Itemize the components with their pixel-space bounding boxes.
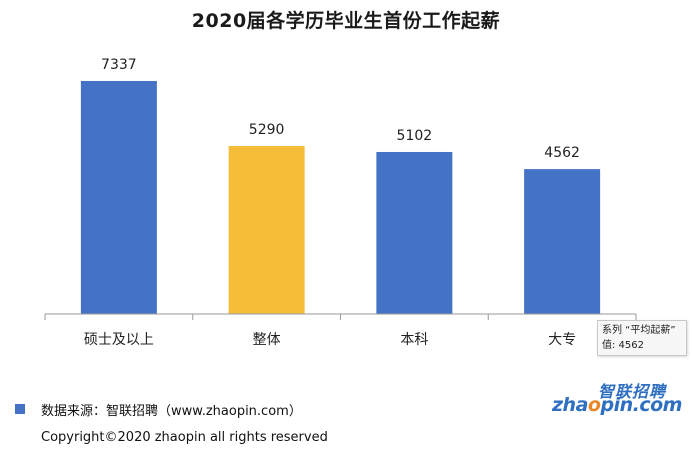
logo-cn: 智联招聘 (598, 382, 667, 401)
category-label-1: 整体 (253, 332, 281, 348)
chart-title: 2020届各学历毕业生首份工作起薪 (191, 10, 501, 32)
category-label-3: 大专 (548, 332, 576, 348)
bar-2[interactable] (376, 151, 453, 314)
x-axis: 硕士及以上 整体 本科 大专 (44, 313, 637, 348)
data-label-2: 5102 (397, 128, 433, 144)
legend-swatch (15, 404, 25, 414)
data-label-1: 5290 (249, 122, 285, 138)
bar-0[interactable] (80, 81, 157, 314)
tooltip: 系列 “平均起薪” 值: 4562 (597, 320, 687, 356)
bar-1[interactable] (228, 146, 305, 314)
bar-3[interactable] (524, 169, 601, 314)
tooltip-value: 值: 4562 (602, 340, 644, 351)
legend-label: 数据来源：智联招聘（www.zhaopin.com） (41, 403, 302, 419)
data-label-0: 7337 (101, 57, 137, 73)
zhaopin-logo: 智联招聘 zhaopin.com (552, 378, 682, 422)
logo-en: zhaopin.com (552, 394, 682, 416)
legend: 数据来源：智联招聘（www.zhaopin.com） (15, 399, 302, 419)
bars-group (80, 81, 601, 314)
category-label-0: 硕士及以上 (84, 332, 154, 348)
data-label-3: 4562 (544, 145, 580, 161)
copyright-text: Copyright©2020 zhaopin all rights reserv… (41, 430, 328, 445)
data-labels-group: 7337 5290 5102 4562 (101, 57, 580, 161)
tooltip-series: 系列 “平均起薪” (602, 325, 676, 336)
category-label-2: 本科 (400, 332, 428, 348)
